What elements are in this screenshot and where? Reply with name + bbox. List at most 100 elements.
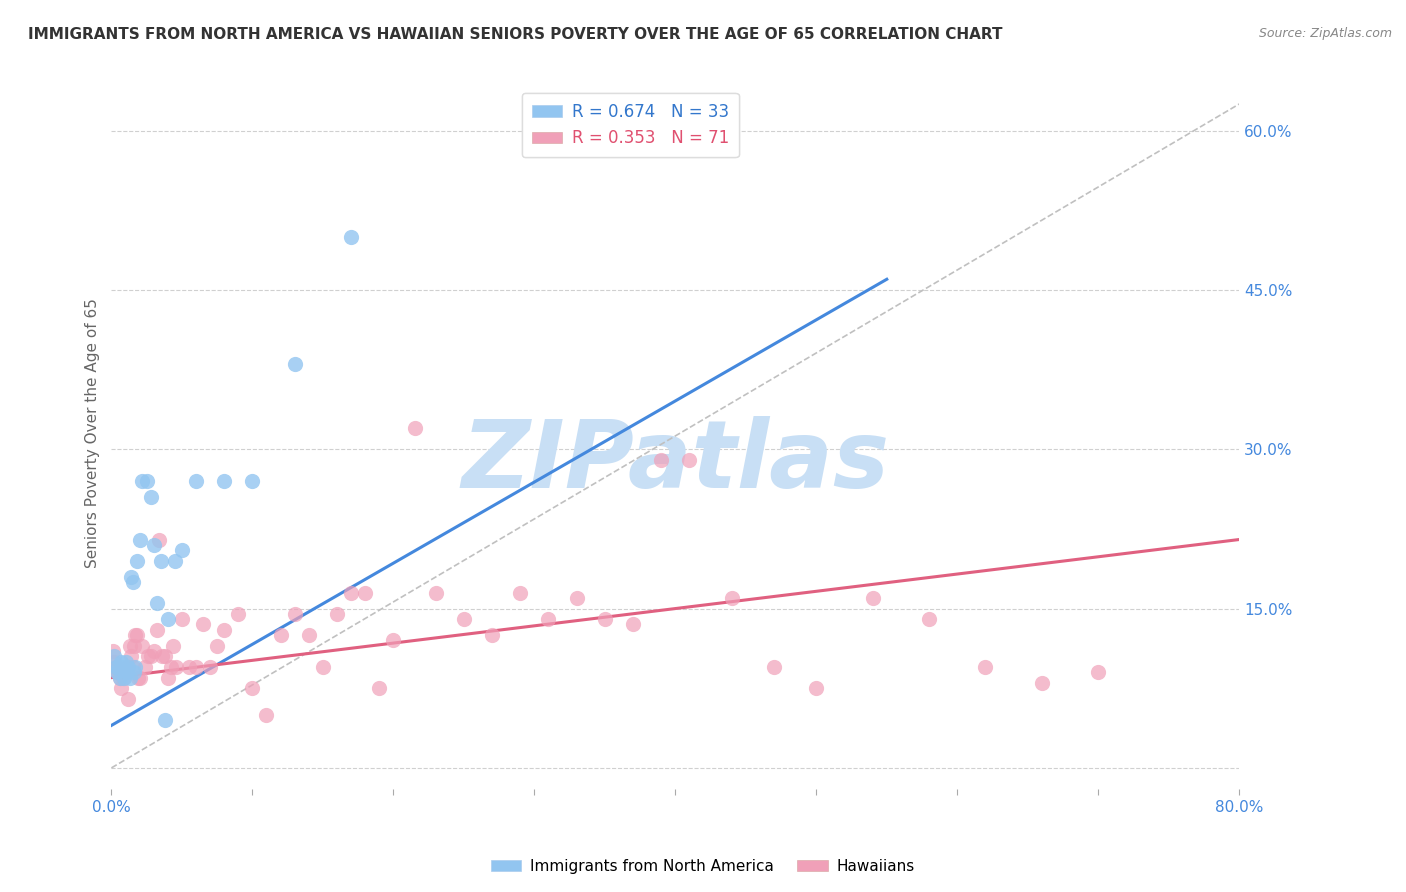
Point — [127, 671, 149, 685]
Point — [404, 421, 426, 435]
Point — [153, 649, 176, 664]
Point — [108, 671, 131, 685]
Point — [103, 649, 125, 664]
Point — [118, 671, 141, 685]
Point — [110, 681, 132, 696]
Point — [120, 649, 142, 664]
Point — [105, 665, 128, 680]
Point — [124, 660, 146, 674]
Point — [149, 554, 172, 568]
Point — [101, 644, 124, 658]
Point — [142, 644, 165, 658]
Point — [509, 585, 531, 599]
Point — [593, 612, 616, 626]
Point — [284, 357, 307, 371]
Point — [121, 660, 143, 674]
Point — [118, 639, 141, 653]
Point — [312, 660, 335, 674]
Point — [111, 671, 134, 685]
Point — [145, 623, 167, 637]
Point — [205, 639, 228, 653]
Point — [806, 681, 828, 696]
Text: ZIPatlas: ZIPatlas — [461, 416, 890, 508]
Point — [481, 628, 503, 642]
Point — [112, 665, 135, 680]
Point — [382, 633, 405, 648]
Point — [256, 707, 278, 722]
Point — [128, 671, 150, 685]
Point — [537, 612, 560, 626]
Point — [862, 591, 884, 605]
Point — [135, 474, 157, 488]
Point — [122, 665, 145, 680]
Point — [340, 585, 363, 599]
Legend: R = 0.674   N = 33, R = 0.353   N = 71: R = 0.674 N = 33, R = 0.353 N = 71 — [522, 93, 738, 157]
Point — [108, 671, 131, 685]
Point — [191, 617, 214, 632]
Point — [565, 591, 588, 605]
Point — [170, 612, 193, 626]
Point — [128, 533, 150, 547]
Point — [270, 628, 292, 642]
Point — [650, 453, 672, 467]
Point — [131, 639, 153, 653]
Point — [103, 655, 125, 669]
Point — [1087, 665, 1109, 680]
Point — [110, 655, 132, 669]
Point — [125, 628, 148, 642]
Point — [354, 585, 377, 599]
Point — [139, 490, 162, 504]
Point — [104, 660, 127, 674]
Point — [918, 612, 941, 626]
Point — [212, 623, 235, 637]
Point — [124, 628, 146, 642]
Point — [104, 660, 127, 674]
Point — [145, 596, 167, 610]
Point — [184, 660, 207, 674]
Point — [139, 649, 162, 664]
Point — [159, 660, 181, 674]
Point — [621, 617, 644, 632]
Legend: Immigrants from North America, Hawaiians: Immigrants from North America, Hawaiians — [485, 853, 921, 880]
Text: Source: ZipAtlas.com: Source: ZipAtlas.com — [1258, 27, 1392, 40]
Point — [162, 639, 184, 653]
Text: IMMIGRANTS FROM NORTH AMERICA VS HAWAIIAN SENIORS POVERTY OVER THE AGE OF 65 COR: IMMIGRANTS FROM NORTH AMERICA VS HAWAIIA… — [28, 27, 1002, 42]
Point — [242, 474, 264, 488]
Point — [150, 649, 173, 664]
Point — [115, 660, 138, 674]
Point — [115, 665, 138, 680]
Point — [226, 607, 249, 621]
Point — [326, 607, 349, 621]
Point — [184, 474, 207, 488]
Point — [125, 554, 148, 568]
Point — [170, 543, 193, 558]
Point — [212, 474, 235, 488]
Point — [163, 554, 186, 568]
Point — [107, 665, 129, 680]
Point — [120, 570, 142, 584]
Point — [142, 538, 165, 552]
Point — [105, 665, 128, 680]
Point — [134, 660, 156, 674]
Point — [117, 691, 139, 706]
Point — [678, 453, 700, 467]
Point — [111, 660, 134, 674]
Point — [148, 533, 170, 547]
Point — [117, 660, 139, 674]
Point — [453, 612, 475, 626]
Point — [114, 665, 136, 680]
Point — [156, 612, 179, 626]
Point — [242, 681, 264, 696]
Point — [136, 649, 159, 664]
Point — [177, 660, 200, 674]
Point — [122, 639, 145, 653]
Point — [974, 660, 997, 674]
Point — [153, 713, 176, 727]
Point — [114, 655, 136, 669]
Y-axis label: Seniors Poverty Over the Age of 65: Seniors Poverty Over the Age of 65 — [86, 298, 100, 568]
Point — [340, 229, 363, 244]
Point — [762, 660, 785, 674]
Point — [131, 474, 153, 488]
Point — [368, 681, 391, 696]
Point — [156, 671, 179, 685]
